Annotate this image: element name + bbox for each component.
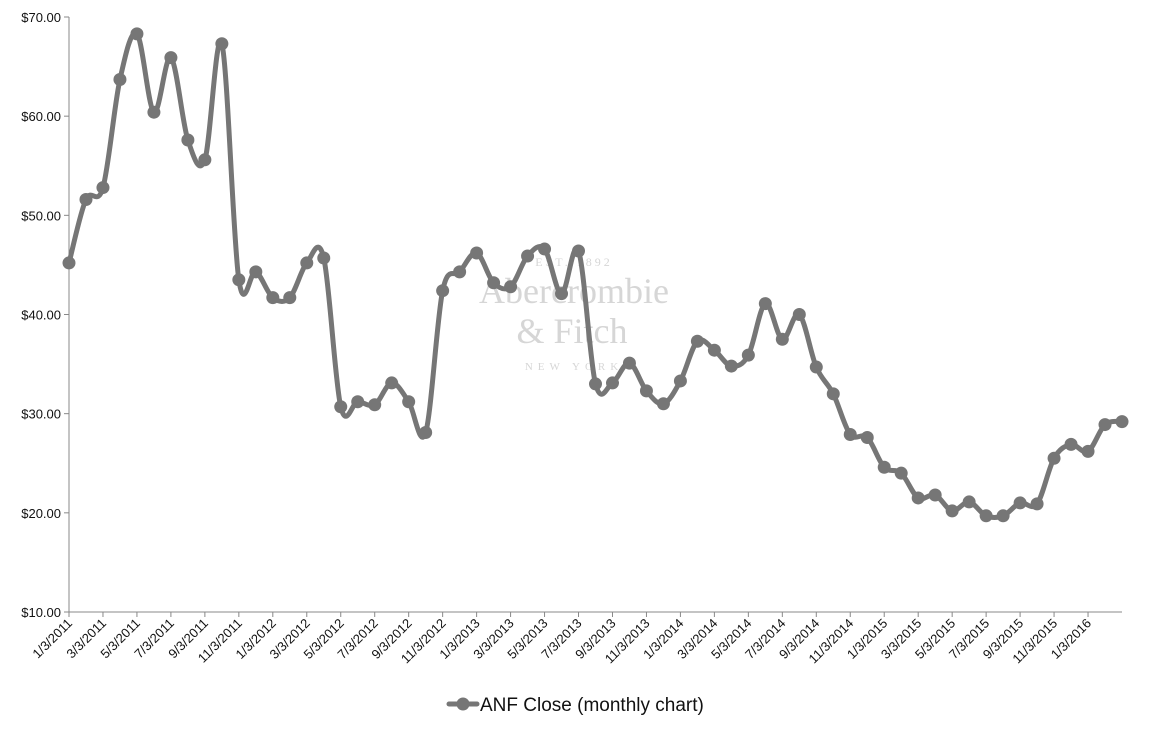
y-tick-label: $10.00 xyxy=(21,605,61,620)
data-point xyxy=(673,374,687,388)
data-point xyxy=(130,27,144,41)
data-point xyxy=(300,256,314,270)
y-tick-label: $20.00 xyxy=(21,506,61,521)
data-point xyxy=(809,360,823,374)
data-point xyxy=(792,308,806,321)
data-point xyxy=(402,395,416,409)
data-point xyxy=(181,133,195,147)
data-point xyxy=(945,504,959,518)
data-point xyxy=(775,332,789,346)
data-point xyxy=(368,398,382,412)
data-point xyxy=(928,488,942,502)
data-point xyxy=(283,291,297,305)
data-point xyxy=(572,244,586,258)
data-point xyxy=(690,334,704,348)
data-point xyxy=(622,356,636,370)
series-group xyxy=(62,27,1129,523)
data-point xyxy=(979,509,993,523)
data-point xyxy=(453,265,467,279)
data-point xyxy=(1115,415,1129,429)
watermark-line3: NEW YORK xyxy=(525,361,623,373)
legend: ANF Close (monthly chart) xyxy=(446,695,704,716)
data-point xyxy=(605,376,619,390)
y-tick-label: $50.00 xyxy=(21,208,61,223)
y-tick-label: $70.00 xyxy=(21,10,61,25)
data-point xyxy=(79,192,93,206)
x-axis-ticks: 1/3/20113/3/20115/3/20117/3/20119/3/2011… xyxy=(29,612,1094,666)
data-point xyxy=(198,153,212,167)
y-axis-ticks: $10.00 $20.00 $30.00 $40.00 $50.00 $60.00 $70.… xyxy=(21,10,69,620)
data-point xyxy=(707,343,721,357)
legend-marker-swatch xyxy=(456,697,470,711)
y-tick-label: $60.00 xyxy=(21,109,61,124)
data-point xyxy=(860,430,874,444)
data-point xyxy=(113,72,127,86)
data-point xyxy=(317,251,331,265)
watermark-line2: & Fitch xyxy=(516,311,627,351)
y-tick-label: $30.00 xyxy=(21,407,61,422)
data-point xyxy=(1081,444,1095,458)
data-point xyxy=(826,387,840,401)
watermark-logo: EST. 1892 Abercrombie & Fitch NEW YORK xyxy=(479,255,669,373)
data-point xyxy=(962,495,976,509)
data-point xyxy=(351,395,365,409)
data-point xyxy=(147,105,161,119)
data-point xyxy=(385,376,399,390)
data-point xyxy=(266,291,280,305)
data-point xyxy=(724,359,738,373)
data-point xyxy=(1030,497,1044,511)
data-point xyxy=(164,51,178,65)
data-point xyxy=(334,400,348,414)
data-point xyxy=(656,397,670,411)
data-point xyxy=(741,348,755,362)
data-point xyxy=(1013,496,1027,510)
data-point xyxy=(487,276,501,290)
data-point xyxy=(589,377,602,391)
data-point xyxy=(419,426,433,440)
data-point xyxy=(62,256,76,270)
data-point xyxy=(521,249,535,263)
data-point xyxy=(555,287,569,301)
data-point xyxy=(1098,418,1112,432)
data-point xyxy=(470,246,484,260)
data-point xyxy=(232,273,246,287)
data-point xyxy=(538,242,552,256)
data-point xyxy=(843,427,857,441)
data-point xyxy=(894,466,908,480)
data-point xyxy=(436,284,450,298)
data-point xyxy=(504,280,518,294)
data-point xyxy=(96,181,110,195)
data-point xyxy=(996,509,1010,523)
data-point xyxy=(877,460,891,474)
legend-label: ANF Close (monthly chart) xyxy=(480,695,704,716)
data-point xyxy=(249,265,263,279)
y-tick-label: $40.00 xyxy=(21,308,61,323)
data-point xyxy=(911,491,925,505)
data-point xyxy=(639,384,653,398)
data-point xyxy=(215,37,229,51)
data-point xyxy=(1064,437,1078,451)
data-point xyxy=(758,297,772,311)
data-point xyxy=(1047,451,1061,465)
